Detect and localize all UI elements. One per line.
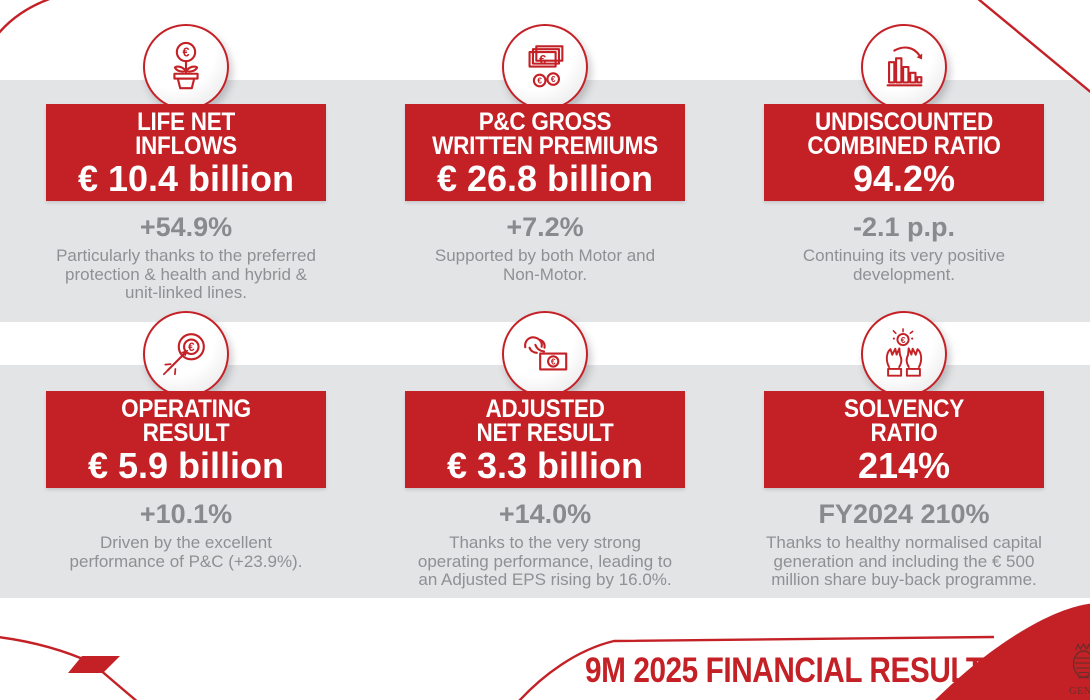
target-arrow-euro-icon: € xyxy=(143,311,229,397)
metric-change: +54.9% xyxy=(139,212,233,242)
metric-title: OPERATING RESULT xyxy=(121,394,251,447)
banknotes-coins-icon: € € € xyxy=(502,24,588,110)
declining-bar-chart-icon xyxy=(861,24,947,110)
metric-card-undiscounted-combined-ratio: UNDISCOUNTED COMBINED RATIO 94.2% -2.1 p… xyxy=(734,24,1074,284)
hands-holding-euro-icon: € xyxy=(861,311,947,397)
metric-change: +10.1% xyxy=(139,499,233,529)
metric-card-life-net-inflows: € LIFE NET INFLOWS € 10.4 billion +54.9%… xyxy=(16,24,356,303)
metric-headline-box: SOLVENCY RATIO 214% xyxy=(764,391,1044,488)
metric-headline-box: OPERATING RESULT € 5.9 billion xyxy=(46,391,326,488)
metric-headline-box: UNDISCOUNTED COMBINED RATIO 94.2% xyxy=(764,104,1044,201)
metric-value: € 10.4 billion xyxy=(77,157,295,199)
metric-value: 214% xyxy=(857,444,951,486)
generali-logo: GENERALI xyxy=(1069,642,1090,697)
bottom-left-swoosh xyxy=(0,636,138,700)
metric-headline-box: LIFE NET INFLOWS € 10.4 billion xyxy=(46,104,326,201)
metric-card-operating-result: € OPERATING RESULT € 5.9 billion +10.1% … xyxy=(16,311,356,571)
metric-description: Supported by both Motor and Non-Motor. xyxy=(434,246,656,284)
metric-description: Thanks to the very strong operating perf… xyxy=(417,533,673,589)
svg-text:€: € xyxy=(551,75,556,84)
bottom-left-parallelogram xyxy=(68,656,120,673)
metric-change: FY2024 210% xyxy=(818,499,990,529)
metric-description: Thanks to healthy normalised capital gen… xyxy=(766,533,1042,589)
metric-description: Particularly thanks to the preferred pro… xyxy=(56,246,316,302)
metric-description: Continuing its very positive development… xyxy=(802,246,1006,284)
generali-logo-text: GENERALI xyxy=(1069,686,1090,697)
metric-change: -2.1 p.p. xyxy=(852,212,955,242)
metric-title: P&C GROSS WRITTEN PREMIUMS xyxy=(432,107,658,160)
metric-description: Driven by the excellent performance of P… xyxy=(69,533,303,571)
metric-title: SOLVENCY RATIO xyxy=(844,394,964,447)
svg-text:€: € xyxy=(537,77,542,86)
metric-title: UNDISCOUNTED COMBINED RATIO xyxy=(807,107,1001,160)
footer-title: 9M 2025 FINANCIAL RESULTS xyxy=(585,651,1004,690)
metric-title: ADJUSTED NET RESULT xyxy=(476,394,614,447)
metric-change: +14.0% xyxy=(498,499,592,529)
metric-value: € 5.9 billion xyxy=(87,444,285,486)
metric-card-solvency-ratio: € SOLVENCY RATIO 214% FY2024 210% Thanks… xyxy=(734,311,1074,590)
metric-value: 94.2% xyxy=(852,157,956,199)
metric-value: € 26.8 billion xyxy=(436,157,654,199)
metric-headline-box: ADJUSTED NET RESULT € 3.3 billion xyxy=(405,391,685,488)
svg-text:€: € xyxy=(901,335,906,345)
metric-card-adjusted-net-result: € ADJUSTED NET RESULT € 3.3 billion +14.… xyxy=(375,311,715,590)
svg-text:€: € xyxy=(183,45,190,59)
svg-text:€: € xyxy=(551,357,556,366)
svg-text:€: € xyxy=(188,342,195,354)
metric-card-pc-gross-written-premiums: € € € P&C GROSS WRITTEN PREMIUMS € 26.8 … xyxy=(375,24,715,284)
euro-plant-icon: € xyxy=(143,24,229,110)
metric-value: € 3.3 billion xyxy=(446,444,644,486)
metric-headline-box: P&C GROSS WRITTEN PREMIUMS € 26.8 billio… xyxy=(405,104,685,201)
metric-change: +7.2% xyxy=(506,212,584,242)
svg-text:€: € xyxy=(539,53,546,67)
metric-title: LIFE NET INFLOWS xyxy=(135,107,237,160)
hand-banknote-icon: € xyxy=(502,311,588,397)
